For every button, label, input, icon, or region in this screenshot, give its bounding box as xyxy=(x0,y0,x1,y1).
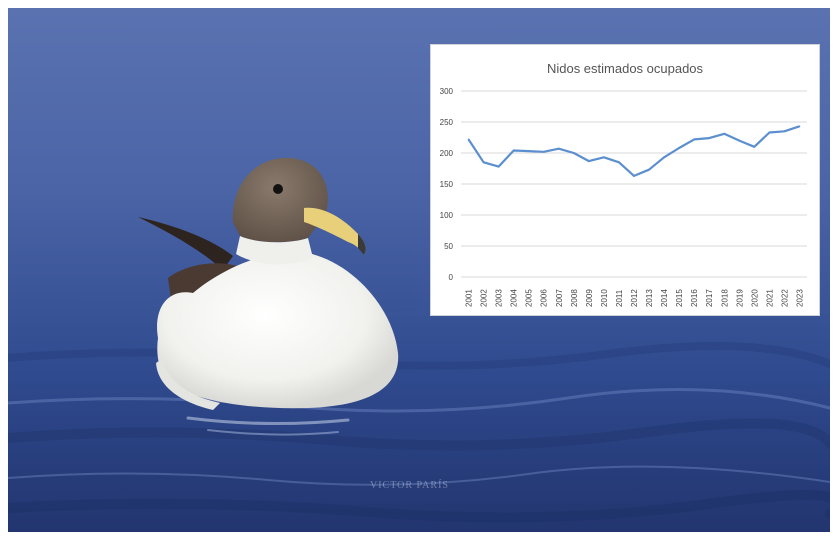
grid-lines xyxy=(461,90,807,278)
x-tick-label: 2002 xyxy=(480,289,489,307)
y-tick-label: 300 xyxy=(440,87,454,96)
x-tick-label: 2007 xyxy=(555,289,564,307)
x-tick-label: 2011 xyxy=(615,289,624,307)
data-point xyxy=(678,147,680,149)
x-tick-label: 2009 xyxy=(585,289,594,307)
x-tick-label: 2010 xyxy=(600,289,609,307)
data-point xyxy=(693,138,695,141)
x-tick-label: 2020 xyxy=(750,289,759,307)
x-tick-label: 2021 xyxy=(765,289,774,307)
series-lines xyxy=(467,125,801,177)
data-point xyxy=(557,147,560,150)
data-point xyxy=(723,132,726,135)
y-tick-label: 200 xyxy=(440,149,454,158)
x-tick-label: 2004 xyxy=(510,289,519,307)
tail-feathers xyxy=(156,358,220,410)
data-point xyxy=(512,149,515,152)
wing-tip xyxy=(138,217,233,270)
x-tick-label: 2005 xyxy=(525,289,534,307)
x-tick-label: 2022 xyxy=(780,289,789,307)
y-tick-label: 150 xyxy=(440,180,454,189)
data-point xyxy=(497,165,500,168)
series-line-0 xyxy=(467,125,800,177)
bird-beak xyxy=(304,207,366,255)
x-tick-label: 2006 xyxy=(540,289,549,307)
data-point xyxy=(527,150,530,152)
y-tick-label: 0 xyxy=(449,273,454,282)
sea-ripples xyxy=(8,296,830,523)
y-tick-label: 250 xyxy=(440,118,454,127)
x-tick-label: 2023 xyxy=(795,289,804,307)
x-tick-label: 2008 xyxy=(570,289,579,307)
chart-panel: Nidos estimados ocupados 0 50 100 150 200 250… xyxy=(430,44,820,316)
x-tick-label: 2019 xyxy=(735,289,744,307)
data-point xyxy=(738,139,741,142)
y-tick-labels: 0 50 100 150 200 250 300 xyxy=(440,87,454,282)
data-point xyxy=(663,156,665,159)
data-point xyxy=(618,161,620,164)
x-tick-label: 2015 xyxy=(675,289,684,307)
data-point xyxy=(482,161,485,164)
data-point xyxy=(708,137,711,139)
line-chart: Nidos estimados ocupados 0 50 100 150 200 250… xyxy=(440,61,807,307)
photo-credit: VICTOR PARÍS xyxy=(370,480,449,491)
x-tick-label: 2001 xyxy=(465,289,474,307)
data-point xyxy=(768,131,771,134)
x-tick-labels: 2001 2002 2003 2004 2005 2006 2007 2008 2009 2010… xyxy=(465,289,805,307)
data-point xyxy=(648,168,650,171)
data-point xyxy=(798,125,801,128)
x-tick-label: 2003 xyxy=(495,289,504,307)
data-point xyxy=(542,150,545,153)
y-tick-label: 100 xyxy=(440,211,454,220)
data-point xyxy=(573,152,575,154)
beak-tip xyxy=(358,234,366,255)
shearwater-bird xyxy=(138,157,399,410)
bird-body xyxy=(157,252,399,409)
x-tick-label: 2016 xyxy=(690,289,699,307)
x-tick-label: 2018 xyxy=(720,289,729,307)
data-point xyxy=(588,160,590,162)
x-tick-label: 2017 xyxy=(705,289,714,307)
bird-neck xyxy=(236,236,313,265)
data-point xyxy=(603,156,605,159)
x-tick-label: 2012 xyxy=(630,289,639,307)
data-point xyxy=(783,130,786,133)
bird-eye xyxy=(273,184,283,194)
data-point xyxy=(633,175,635,177)
chart-title: Nidos estimados ocupados xyxy=(547,61,704,76)
x-tick-label: 2013 xyxy=(645,289,654,307)
x-tick-label: 2014 xyxy=(660,289,669,307)
data-point xyxy=(467,138,470,141)
y-tick-label: 50 xyxy=(444,242,453,251)
data-point xyxy=(753,146,756,148)
